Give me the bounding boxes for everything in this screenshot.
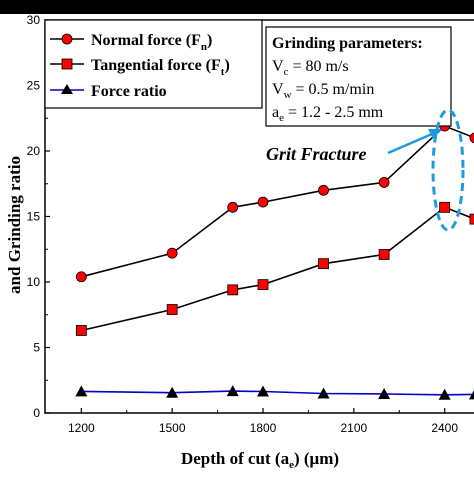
- legend-marker-circle: [61, 33, 73, 45]
- data-point-square: [166, 304, 178, 315]
- legend-entry-tangential-force: Tangential force (Ft): [50, 57, 230, 78]
- data-point-circle: [166, 247, 178, 259]
- legend-marker-triangle: [61, 84, 73, 94]
- series-layer: [75, 120, 474, 400]
- x-tick-label: 2400: [431, 421, 458, 435]
- top-band: [0, 0, 474, 14]
- data-point-triangle: [468, 390, 474, 400]
- x-label-part1: Depth of cut (a: [181, 449, 290, 468]
- y-tick-label: 30: [27, 13, 41, 27]
- legend-tangential-part2: ): [224, 57, 229, 74]
- legend-tangential-sub: t: [221, 66, 225, 78]
- grit-fracture-annotation: Grit Fracture: [266, 108, 465, 232]
- data-point-circle: [227, 201, 239, 213]
- legend-marker-square: [61, 58, 73, 70]
- data-point-circle: [378, 177, 390, 188]
- data-point-square: [75, 325, 87, 336]
- data-point-square: [378, 249, 390, 260]
- x-label-part2: ) (μm): [294, 449, 339, 468]
- legend-normal-part1: Normal force (F: [91, 32, 201, 49]
- data-point-triangle: [438, 388, 451, 400]
- y-tick-label: 15: [27, 210, 41, 224]
- legend-label-force-ratio: Force ratio: [91, 83, 167, 100]
- grit-fracture-label: Grit Fracture: [266, 144, 367, 164]
- x-tick-label: 2100: [340, 421, 367, 435]
- data-point-square: [227, 284, 239, 296]
- data-point-square: [257, 279, 269, 291]
- grit-fracture-arrowhead: [428, 129, 442, 139]
- x-tick-label: 1200: [68, 421, 95, 435]
- data-point-triangle: [257, 385, 269, 397]
- legend-normal-part2: ): [207, 32, 212, 49]
- data-point-square: [469, 213, 474, 225]
- legend-label-tangential-force: Tangential force (Ft): [91, 57, 230, 78]
- series-line-triangle: [81, 390, 474, 396]
- x-axis-ticks: 1200 1500 1800 2100 2400: [68, 408, 458, 435]
- data-point-triangle: [226, 385, 239, 397]
- x-tick-label: 1800: [250, 421, 277, 435]
- parameters-box: Grinding parameters: Vc = 80 m/s Vw = 0.…: [265, 26, 452, 127]
- x-tick-label: 1500: [159, 421, 186, 435]
- y-axis-label: and Grinding ratio: [5, 156, 24, 294]
- y-axis-ticks: 0 5 10 15 20 25 30: [27, 13, 50, 420]
- parameter-vw: Vw = 0.5 m/min: [272, 81, 374, 101]
- data-point-circle: [318, 184, 329, 196]
- legend-normal-sub: n: [201, 41, 207, 53]
- legend-entry-force-ratio: Force ratio: [50, 83, 167, 100]
- y-tick-label: 5: [33, 341, 40, 355]
- y-tick-label: 20: [27, 144, 41, 158]
- data-point-triangle: [317, 387, 330, 399]
- parameter-vc: Vc = 80 m/s: [272, 58, 349, 78]
- parameters-frame: [265, 26, 452, 127]
- data-point-circle: [257, 196, 269, 208]
- grit-fracture-ellipse: [431, 108, 465, 232]
- y-tick-label: 25: [27, 79, 41, 93]
- parameter-ae: ae = 1.2 - 2.5 mm: [272, 104, 384, 124]
- series-line-square: [81, 206, 474, 332]
- data-point-square: [318, 258, 329, 270]
- legend-tangential-part1: Tangential force (F: [91, 57, 221, 74]
- data-point-triangle: [378, 388, 391, 400]
- data-point-triangle: [166, 386, 179, 398]
- y-tick-label: 10: [27, 275, 41, 289]
- x-label-sub: e: [289, 459, 294, 471]
- data-point-triangle: [75, 385, 88, 397]
- legend-label-normal-force: Normal force (Fn): [91, 32, 212, 53]
- data-point-circle: [469, 132, 474, 144]
- grit-fracture-arrow-line: [387, 132, 433, 155]
- legend-entry-normal-force: Normal force (Fn): [50, 32, 212, 53]
- legend: Normal force (Fn) Tangential force (Ft) …: [44, 19, 263, 109]
- y-tick-label: 0: [33, 406, 40, 420]
- data-point-square: [439, 201, 451, 213]
- data-point-circle: [75, 271, 87, 283]
- parameters-title: Grinding parameters:: [272, 35, 423, 52]
- x-axis-label: Depth of cut (ae) (μm): [181, 449, 339, 471]
